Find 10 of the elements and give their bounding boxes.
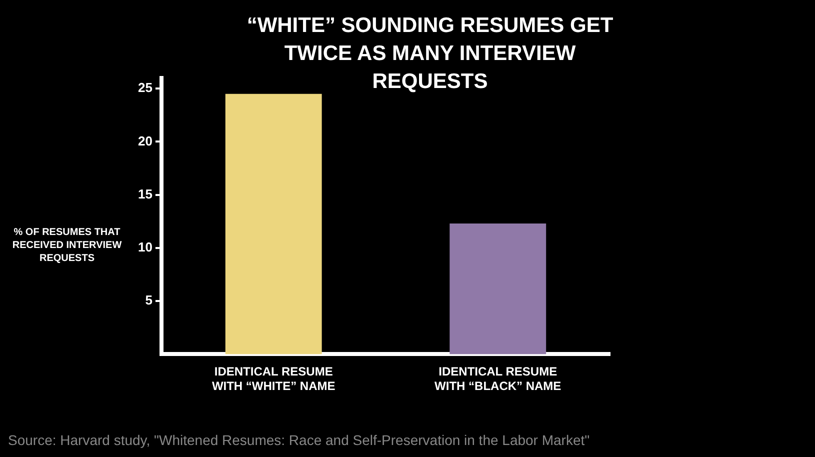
y-tick-label: 15: [138, 186, 152, 202]
chart-title: “WHITE” SOUNDING RESUMES GET TWICE AS MANY INTERVIEW REQUESTS: [246, 13, 614, 95]
x-tick-label: IDENTICAL RESUME WITH “WHITE” NAME: [212, 364, 336, 394]
y-tick-label: 25: [138, 80, 152, 96]
x-tick-label: IDENTICAL RESUME WITH “BLACK” NAME: [434, 364, 562, 394]
y-tick-label: 20: [138, 133, 152, 148]
y-axis-title: % OF RESUMES THAT RECEIVED INTERVIEW REQUESTS: [11, 226, 123, 265]
source-note: Source: Harvard study, "Whitened Resumes: Race and Self-Preservation in the Labor Market": [8, 432, 590, 448]
y-tick-label: 10: [138, 240, 152, 255]
y-tick-label: 5: [145, 292, 152, 308]
